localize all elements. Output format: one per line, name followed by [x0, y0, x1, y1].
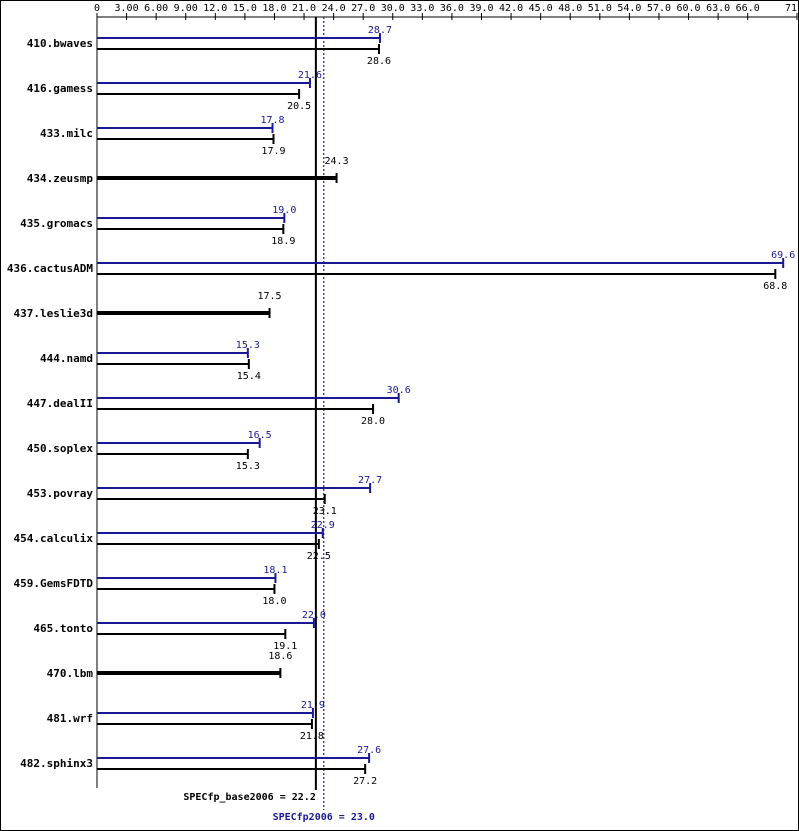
category-label: 459.GemsFDTD — [14, 577, 94, 590]
value-label: 21.6 — [298, 70, 322, 81]
category-label: 433.milc — [40, 127, 93, 140]
value-label: 15.4 — [237, 371, 261, 382]
x-tick-label: 57.0 — [647, 3, 671, 14]
value-label: 21.8 — [300, 731, 324, 742]
x-tick-label: 6.00 — [144, 3, 168, 14]
value-label: 21.9 — [301, 700, 325, 711]
category-label: 465.tonto — [33, 622, 93, 635]
reference-value: 23.0 — [351, 812, 375, 823]
category-label: 434.zeusmp — [27, 172, 94, 185]
reference-name: SPECfp_base2006 = — [183, 792, 285, 803]
x-tick-label: 51.0 — [588, 3, 612, 14]
x-tick-label: 12.0 — [203, 3, 227, 14]
value-label: 22.9 — [311, 520, 335, 531]
x-tick-label: 66.0 — [736, 3, 760, 14]
category-label: 410.bwaves — [27, 37, 93, 50]
category-label: 444.namd — [40, 352, 93, 365]
x-tick-label: 0 — [94, 3, 100, 14]
x-tick-label: 3.00 — [115, 3, 139, 14]
value-label: 27.2 — [353, 776, 377, 787]
x-tick-label: 71.0 — [785, 3, 799, 14]
value-label: 28.0 — [361, 416, 385, 427]
value-label: 18.6 — [268, 651, 292, 662]
category-label: 470.lbm — [47, 667, 94, 680]
x-tick-label: 45.0 — [529, 3, 553, 14]
value-label: 19.0 — [272, 205, 296, 216]
reference-label: SPECfp2006 = 23.0 — [273, 812, 375, 823]
x-tick-label: 60.0 — [677, 3, 701, 14]
category-label: 454.calculix — [14, 532, 94, 545]
value-label: 17.8 — [260, 115, 284, 126]
value-label: 15.3 — [236, 340, 260, 351]
value-label: 28.6 — [367, 56, 391, 67]
value-label: 28.7 — [368, 25, 392, 36]
value-label: 27.7 — [358, 475, 382, 486]
category-label: 416.gamess — [27, 82, 93, 95]
category-label: 447.dealII — [27, 397, 93, 410]
x-tick-label: 36.0 — [440, 3, 464, 14]
value-label: 69.6 — [771, 250, 795, 261]
value-label: 24.3 — [325, 156, 349, 167]
reference-value: 22.2 — [292, 792, 316, 803]
value-label: 18.9 — [271, 236, 295, 247]
reference-name: SPECfp2006 = — [273, 812, 345, 823]
value-label: 23.1 — [313, 506, 337, 517]
category-label: 436.cactusADM — [7, 262, 93, 275]
value-label: 19.1 — [273, 641, 297, 652]
value-label: 16.5 — [248, 430, 272, 441]
x-tick-label: 33.0 — [410, 3, 434, 14]
category-label: 450.soplex — [27, 442, 94, 455]
value-label: 17.9 — [261, 146, 285, 157]
x-tick-label: 39.0 — [469, 3, 493, 14]
value-label: 15.3 — [236, 461, 260, 472]
x-tick-label: 18.0 — [262, 3, 286, 14]
x-tick-label: 24.0 — [322, 3, 346, 14]
x-tick-label: 48.0 — [558, 3, 582, 14]
x-tick-label: 54.0 — [617, 3, 641, 14]
x-tick-label: 30.0 — [381, 3, 405, 14]
value-label: 17.5 — [257, 291, 281, 302]
value-label: 22.5 — [307, 551, 331, 562]
category-label: 437.leslie3d — [14, 307, 93, 320]
category-label: 482.sphinx3 — [20, 757, 93, 770]
category-label: 435.gromacs — [20, 217, 93, 230]
x-tick-label: 21.0 — [292, 3, 316, 14]
x-tick-label: 63.0 — [706, 3, 730, 14]
value-label: 18.0 — [262, 596, 286, 607]
category-label: 453.povray — [27, 487, 94, 500]
x-tick-label: 15.0 — [233, 3, 257, 14]
value-label: 22.0 — [302, 610, 326, 621]
x-tick-label: 42.0 — [499, 3, 523, 14]
value-label: 30.6 — [387, 385, 411, 396]
value-label: 18.1 — [263, 565, 287, 576]
x-tick-label: 9.00 — [174, 3, 198, 14]
value-label: 27.6 — [357, 745, 381, 756]
reference-label: SPECfp_base2006 = 22.2 — [183, 792, 315, 803]
x-tick-label: 27.0 — [351, 3, 375, 14]
value-label: 20.5 — [287, 101, 311, 112]
category-label: 481.wrf — [47, 712, 93, 725]
value-label: 68.8 — [763, 281, 787, 292]
